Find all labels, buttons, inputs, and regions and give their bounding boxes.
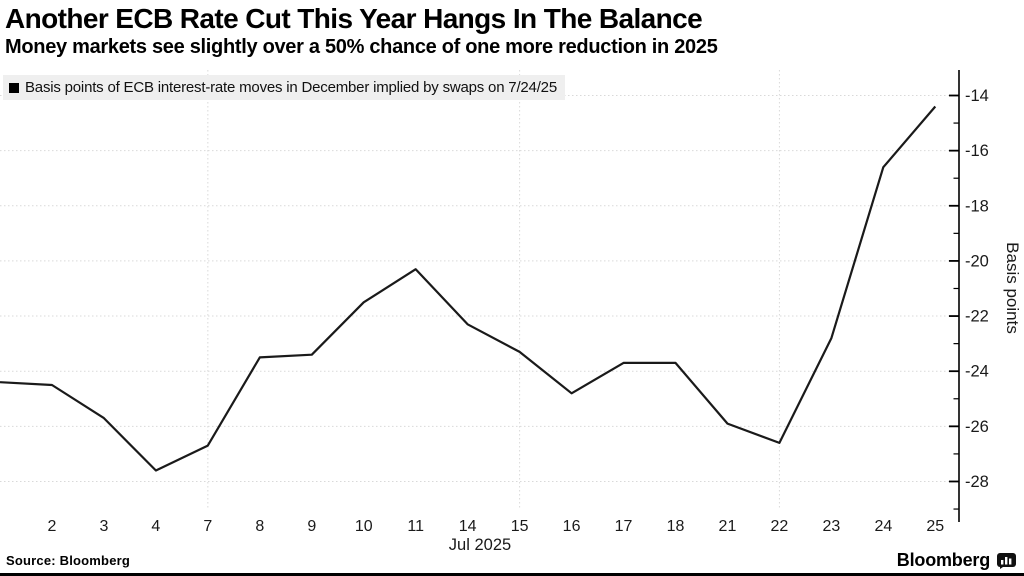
x-tick-label: 21 <box>719 518 737 535</box>
x-tick-label: 15 <box>511 518 529 535</box>
y-tick-label: -22 <box>965 308 989 326</box>
y-tick-labels: -14 -16 -18 -20 -22 -24 -26 -28 <box>965 87 989 491</box>
legend: Basis points of ECB interest-rate moves … <box>3 75 565 100</box>
x-tick-label: 8 <box>255 518 264 535</box>
x-tick-label: 7 <box>203 518 212 535</box>
legend-swatch-icon <box>9 82 19 93</box>
x-tick-label: 9 <box>307 518 316 535</box>
x-tick-label: 24 <box>874 518 892 535</box>
bloomberg-wordmark: Bloomberg <box>896 550 990 570</box>
x-tick-label: 18 <box>667 518 685 535</box>
series-line <box>0 105 937 472</box>
x-axis-title: Jul 2025 <box>449 536 511 554</box>
y-tick-label: -24 <box>965 363 989 381</box>
y-gridlines <box>0 95 959 482</box>
x-tick-label: 11 <box>407 518 424 535</box>
x-tick-label: 23 <box>822 518 840 535</box>
source-note: Source: Bloomberg <box>6 553 131 568</box>
legend-label: Basis points of ECB interest-rate moves … <box>25 79 557 96</box>
bottom-rule <box>0 573 1024 576</box>
x-tick-label: 3 <box>99 518 108 535</box>
y-ticks <box>949 94 959 510</box>
x-tick-label: 22 <box>771 518 789 535</box>
x-tick-label: 17 <box>615 518 633 535</box>
x-tick-label: 10 <box>355 518 373 535</box>
x-tick-label: 25 <box>926 518 944 535</box>
y-tick-label: -16 <box>965 142 989 160</box>
y-tick-label: -18 <box>965 197 989 215</box>
y-tick-label: -26 <box>965 418 989 436</box>
y-tick-label: -20 <box>965 252 989 270</box>
y-tick-label: -28 <box>965 473 989 491</box>
x-tick-label: 2 <box>48 518 57 535</box>
x-tick-label: 14 <box>459 518 477 535</box>
y-axis-title: Basis points <box>1003 242 1022 334</box>
y-tick-label: -14 <box>965 87 989 105</box>
x-tick-label: 16 <box>563 518 581 535</box>
x-gridlines <box>207 70 780 509</box>
bloomberg-logo-icon <box>997 553 1016 569</box>
x-tick-labels: 2 3 4 7 8 9 10 11 14 15 16 17 18 21 22 23 24 25 <box>48 518 945 535</box>
page-title: Another ECB Rate Cut This Year Hangs In … <box>5 3 703 34</box>
x-tick-label: 4 <box>151 518 160 535</box>
page-subtitle: Money markets see slightly over a 50% ch… <box>5 36 718 58</box>
